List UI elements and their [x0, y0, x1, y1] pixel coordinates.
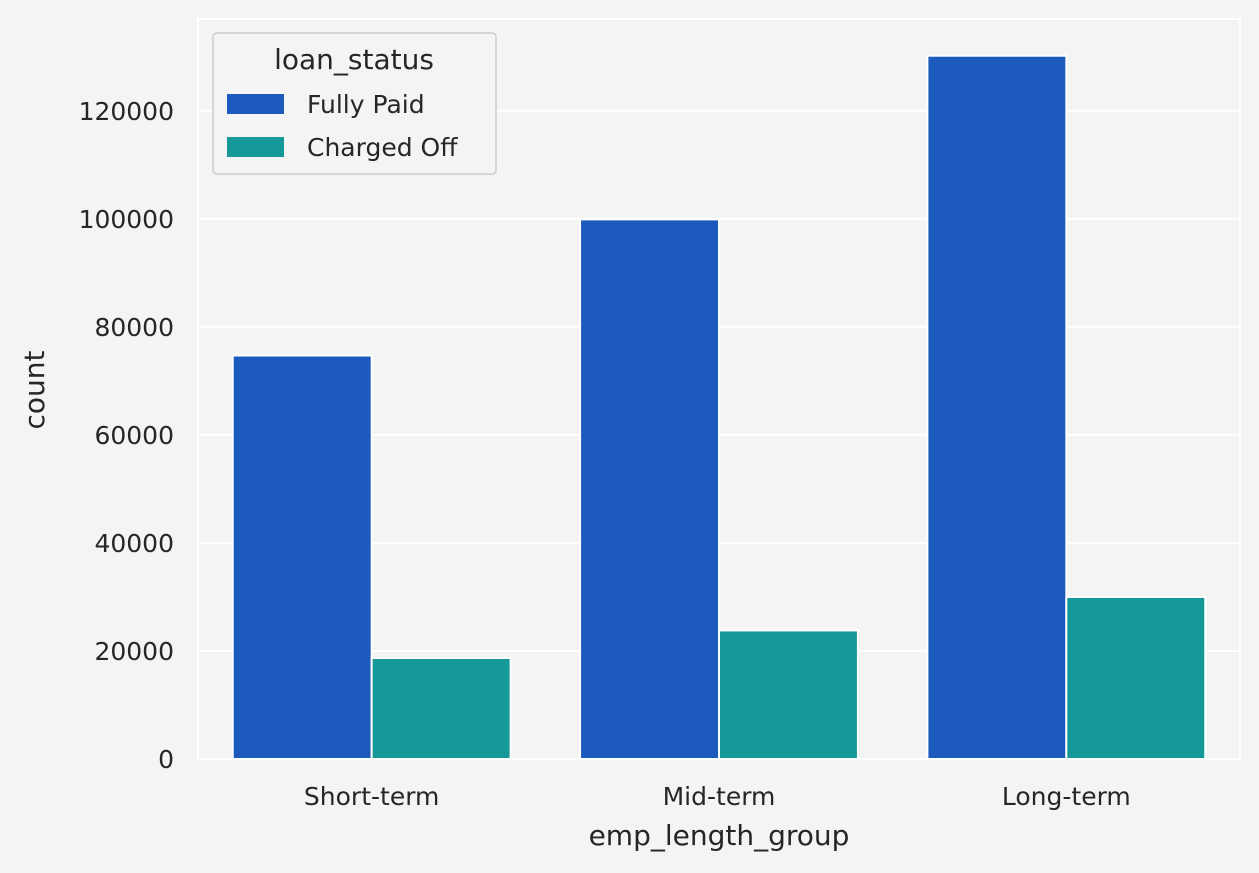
- x-tick-label: Short-term: [304, 782, 440, 811]
- legend-title: loan_status: [274, 43, 434, 76]
- x-tick-label: Long-term: [1002, 782, 1131, 811]
- y-axis-label: count: [18, 350, 51, 429]
- y-tick-label: 60000: [94, 421, 174, 450]
- bar-fully-paid-mid-term: [579, 218, 720, 760]
- bar-fully-paid-long-term: [926, 54, 1068, 761]
- legend-label-fully-paid: Fully Paid: [307, 90, 425, 119]
- bar-fully-paid-short-term: [231, 354, 373, 760]
- y-tick-label: 20000: [94, 637, 174, 666]
- bar-charged-off-mid-term: [718, 629, 859, 760]
- y-tick-label: 80000: [94, 313, 174, 342]
- x-tick-label: Mid-term: [663, 782, 776, 811]
- legend-swatch-fully-paid: [227, 94, 284, 114]
- legend-swatch-charged-off: [227, 137, 284, 157]
- y-tick-label: 100000: [79, 205, 174, 234]
- legend: loan_status Fully Paid Charged Off: [212, 32, 497, 175]
- y-tick-label: 0: [158, 745, 174, 774]
- bars: [231, 54, 1207, 761]
- y-tick-label: 120000: [79, 97, 174, 126]
- legend-label-charged-off: Charged Off: [307, 133, 458, 162]
- y-tick-label: 40000: [94, 529, 174, 558]
- x-axis-label: emp_length_group: [589, 819, 850, 852]
- bar-charged-off-long-term: [1065, 595, 1207, 760]
- x-axis-ticks: Short-term Mid-term Long-term: [304, 782, 1131, 811]
- y-axis-ticks: 0 20000 40000 60000 80000 100000 120000: [79, 97, 174, 774]
- bar-charged-off-short-term: [370, 656, 512, 760]
